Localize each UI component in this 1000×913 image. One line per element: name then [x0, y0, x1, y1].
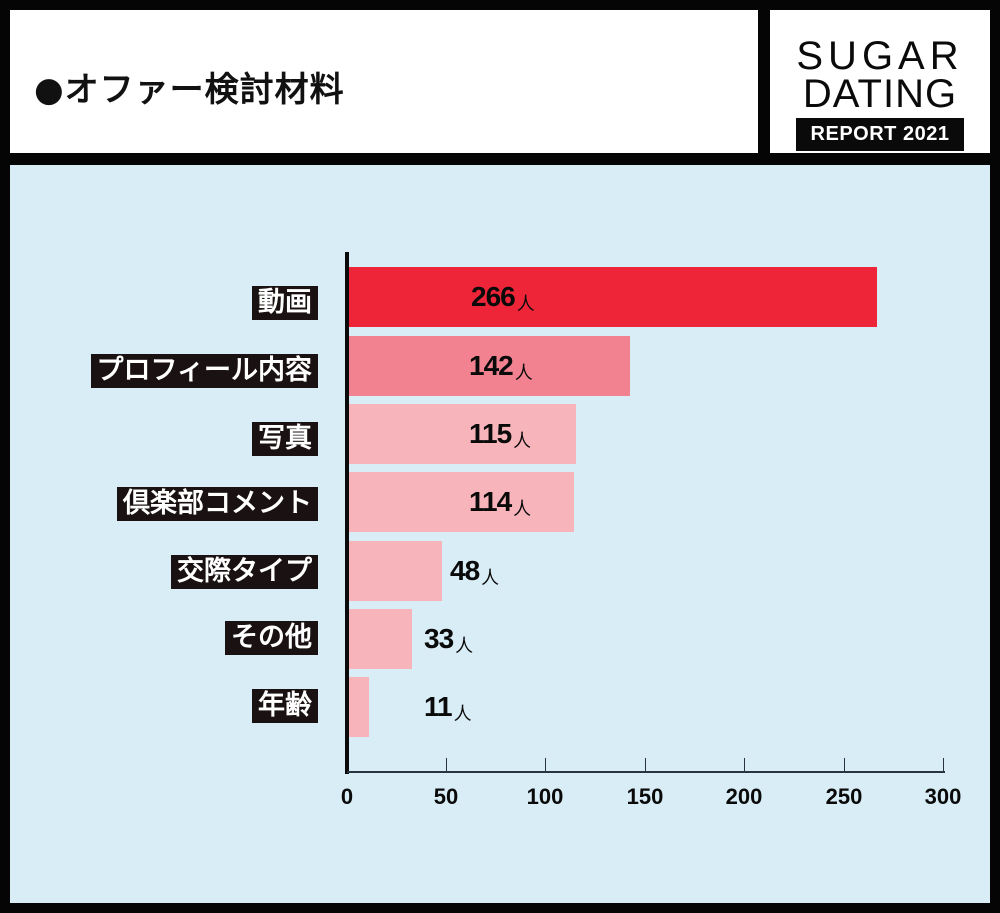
bar-video: [349, 267, 877, 327]
x-tick-label-300: 300: [924, 784, 962, 809]
x-tick-label-250: 250: [825, 784, 863, 809]
x-tick-250: [844, 758, 845, 772]
category-label-dating-type: 交際タイプ: [171, 555, 318, 589]
bar-other: [349, 609, 412, 669]
category-label-photo: 写真: [252, 422, 318, 456]
value-label-other: 33 人: [424, 623, 474, 657]
bar-club-comment: [349, 472, 574, 532]
bar-photo: [349, 404, 576, 464]
value-label-dating-type: 48 人: [450, 555, 500, 589]
category-label-age: 年齢: [252, 689, 318, 723]
x-tick-150: [645, 758, 646, 772]
header-panel: ●オファー検討材料: [10, 10, 758, 153]
value-label-profile: 142 人: [469, 350, 533, 384]
x-tick-100: [545, 758, 546, 772]
value-label-photo: 115 人: [469, 418, 532, 452]
category-label-club-comment: 倶楽部コメント: [117, 487, 318, 521]
bar-profile: [349, 336, 630, 396]
value-label-club-comment: 114 人: [469, 486, 532, 520]
x-tick-label-100: 100: [526, 784, 564, 809]
category-label-video: 動画: [252, 286, 318, 320]
bar-dating-type: [349, 541, 442, 601]
chart-title: ●オファー検討材料: [34, 70, 345, 110]
logo-report-badge: REPORT 2021: [796, 118, 964, 151]
x-tick-300: [943, 758, 944, 772]
report-logo: SUGAR DATING REPORT 2021: [770, 10, 990, 153]
x-tick-200: [744, 758, 745, 772]
logo-sugar: SUGAR: [796, 34, 964, 78]
x-axis-line: [347, 771, 945, 773]
value-label-video: 266 人: [471, 281, 535, 315]
logo-dating: DATING: [802, 72, 958, 116]
category-label-other: その他: [225, 621, 318, 655]
x-tick-label-200: 200: [725, 784, 763, 809]
x-tick-label-0: 0: [340, 784, 354, 809]
bar-age: [349, 677, 369, 737]
value-label-age: 11 人: [424, 691, 472, 725]
x-tick-label-50: 50: [433, 784, 459, 809]
x-tick-50: [446, 758, 447, 772]
y-axis-line: [345, 252, 349, 774]
x-tick-label-150: 150: [626, 784, 664, 809]
category-label-profile: プロフィール内容: [90, 354, 318, 388]
